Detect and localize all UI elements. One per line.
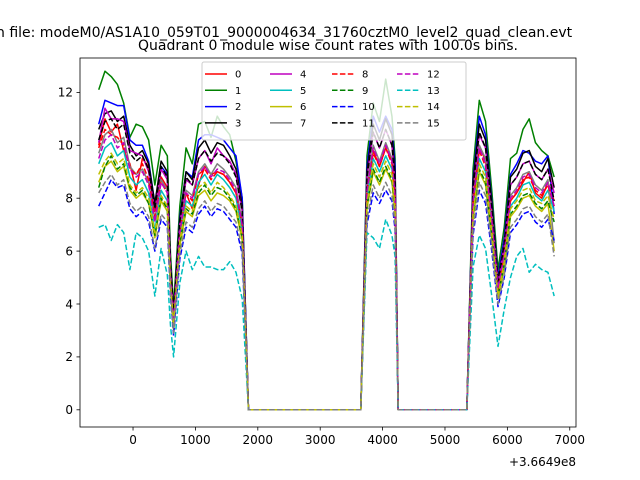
legend-label-13: 13 bbox=[427, 86, 440, 97]
legend-label-7: 7 bbox=[300, 118, 306, 129]
legend-label-2: 2 bbox=[235, 102, 241, 113]
series-line-15 bbox=[98, 173, 555, 411]
y-tick-label: 8 bbox=[65, 191, 73, 205]
legend-label-3: 3 bbox=[235, 118, 241, 129]
plot-area: 0 1000 2000 3000 4000 5000 6000 700002468101201… bbox=[58, 57, 585, 447]
series-line-14 bbox=[98, 152, 555, 411]
x-tick-label: 2000 bbox=[243, 433, 274, 447]
legend-label-11: 11 bbox=[362, 118, 375, 129]
legend-label-14: 14 bbox=[427, 102, 440, 113]
x-offset-label: +3.6649e8 bbox=[509, 455, 576, 469]
legend-label-15: 15 bbox=[427, 118, 440, 129]
y-tick-label: 4 bbox=[65, 297, 73, 311]
legend-label-5: 5 bbox=[300, 86, 306, 97]
y-tick-label: 12 bbox=[58, 86, 73, 100]
y-tick-label: 0 bbox=[65, 403, 73, 417]
legend-label-8: 8 bbox=[362, 70, 368, 81]
x-tick-label: 1000 bbox=[180, 433, 211, 447]
series-line-13 bbox=[98, 218, 555, 411]
legend-label-4: 4 bbox=[300, 70, 306, 81]
legend-label-1: 1 bbox=[235, 86, 241, 97]
series-line-12 bbox=[98, 133, 555, 411]
x-tick-label: 4000 bbox=[367, 433, 398, 447]
y-tick-label: 6 bbox=[65, 244, 73, 258]
figure-suptitle: n file: modeM0/AS1A10_059T01_9000004634_… bbox=[0, 25, 573, 41]
x-tick-label: 5000 bbox=[430, 433, 461, 447]
y-tick-label: 2 bbox=[65, 350, 73, 364]
legend-label-10: 10 bbox=[362, 102, 375, 113]
series-line-11 bbox=[98, 118, 555, 411]
legend-label-12: 12 bbox=[427, 70, 440, 81]
chart-title: Quadrant 0 module wise count rates with … bbox=[138, 38, 518, 54]
axes-frame bbox=[79, 57, 577, 428]
legend-label-6: 6 bbox=[300, 102, 306, 113]
legend-box bbox=[201, 61, 467, 141]
x-tick-label: 0 bbox=[129, 433, 137, 447]
x-tick-label: 3000 bbox=[305, 433, 336, 447]
legend-label-0: 0 bbox=[235, 70, 241, 81]
x-tick-label: 7000 bbox=[554, 433, 585, 447]
y-tick-label: 10 bbox=[58, 139, 73, 153]
legend-label-9: 9 bbox=[362, 86, 368, 97]
x-tick-label: 6000 bbox=[492, 433, 523, 447]
